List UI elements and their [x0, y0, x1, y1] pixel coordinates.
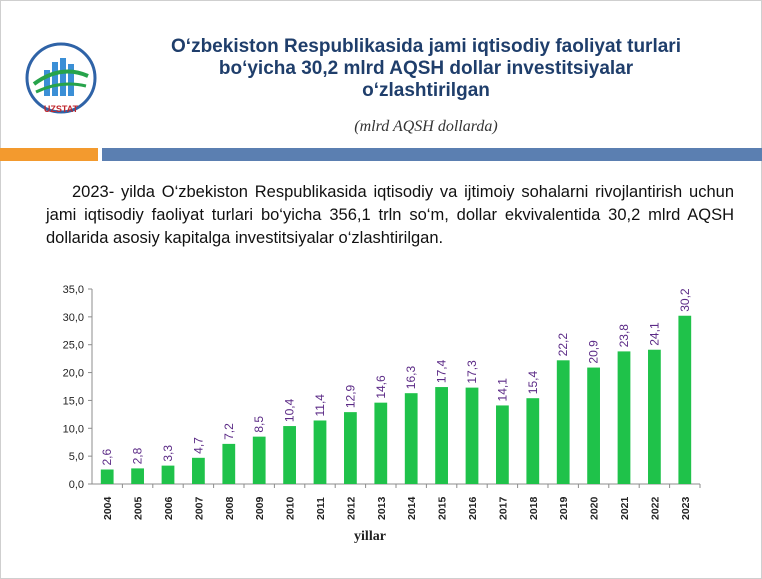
data-label-2016: 17,3 [465, 360, 479, 384]
bar-2014 [404, 393, 418, 484]
x-tick-label-2007: 2007 [193, 496, 205, 520]
bar-2005 [131, 468, 144, 484]
data-label-2023: 30,2 [678, 288, 692, 312]
bar-2004 [100, 469, 114, 484]
bar-2020 [587, 367, 600, 484]
page-title: O‘zbekiston Respublikasida jami iqtisodi… [110, 36, 742, 102]
data-label-2018: 15,4 [526, 371, 540, 395]
x-tick-label-2015: 2015 [437, 496, 449, 520]
x-tick-label-2022: 2022 [649, 496, 661, 520]
title-line-3: o‘zlashtirilgan [362, 80, 490, 101]
data-label-2013: 14,6 [374, 375, 388, 399]
bar-2009 [252, 436, 266, 484]
bar-2012 [344, 412, 357, 484]
y-tick-label: 5,0 [69, 451, 84, 463]
x-tick-label-2005: 2005 [133, 496, 145, 520]
x-axis-title: yillar [354, 529, 386, 544]
data-label-2009: 8,5 [252, 416, 266, 433]
data-label-2021: 23,8 [617, 324, 631, 348]
data-label-2017: 14,1 [495, 378, 509, 402]
y-tick-label: 35,0 [63, 284, 84, 296]
x-tick-label-2021: 2021 [619, 496, 631, 520]
data-label-2011: 11,4 [313, 394, 327, 417]
x-tick-label-2011: 2011 [315, 497, 327, 520]
x-tick-label-2016: 2016 [467, 496, 479, 520]
x-tick-label-2023: 2023 [680, 496, 692, 520]
data-label-2019: 22,2 [556, 333, 570, 357]
data-label-2015: 17,4 [435, 359, 449, 383]
x-tick-label-2017: 2017 [497, 496, 509, 520]
bar-2011 [313, 420, 327, 484]
data-label-2010: 10,4 [283, 398, 297, 422]
units-subtitle: (mlrd AQSH dollarda) [354, 118, 498, 135]
x-tick-label-2014: 2014 [406, 496, 418, 520]
x-tick-label-2004: 2004 [102, 496, 114, 520]
investment-bar-chart: 0,0 5,0 10,0 15,0 20,0 25,0 30,0 35,0 2,6 2004 2,8… [63, 284, 701, 544]
x-tick-label-2008: 2008 [224, 496, 236, 520]
bar-2008 [222, 443, 236, 484]
data-label-2007: 4,7 [191, 437, 205, 454]
x-tick-label-2013: 2013 [376, 496, 388, 520]
x-tick-label-2010: 2010 [285, 496, 297, 520]
y-tick-label: 30,0 [63, 312, 84, 324]
data-label-2006: 3,3 [161, 445, 175, 462]
data-label-2020: 20,9 [587, 340, 601, 364]
x-tick-label-2012: 2012 [345, 496, 357, 520]
y-tick-label: 10,0 [63, 423, 84, 435]
accent-bar-orange [0, 148, 98, 161]
bar-2021 [617, 351, 631, 484]
bar-2019 [556, 360, 570, 484]
y-tick-label: 0,0 [69, 479, 84, 491]
data-label-2012: 12,9 [343, 384, 357, 408]
logo-text: UZSTAT [44, 104, 79, 114]
x-tick-label-2009: 2009 [254, 496, 266, 520]
data-label-2014: 16,3 [404, 366, 418, 390]
summary-paragraph: 2023- yilda O‘zbekiston Respublikasida i… [46, 183, 734, 247]
accent-bar-blue [102, 148, 762, 161]
bar-2006 [161, 465, 175, 484]
data-label-2008: 7,2 [222, 423, 236, 440]
bar-2022 [648, 349, 661, 484]
data-label-2004: 2,6 [100, 449, 114, 466]
x-tick-label-2020: 2020 [589, 496, 601, 520]
bar-2017 [496, 405, 509, 484]
bar-2013 [374, 402, 388, 484]
data-label-2022: 24,1 [647, 322, 661, 346]
y-tick-label: 25,0 [63, 340, 84, 352]
y-tick-label: 20,0 [63, 368, 84, 380]
bar-2010 [283, 426, 296, 484]
title-line-2: bo‘yicha 30,2 mlrd AQSH dollar investits… [218, 58, 634, 79]
uzstat-logo: UZSTAT [25, 42, 97, 114]
y-tick-label: 15,0 [63, 395, 84, 407]
x-tick-label-2019: 2019 [558, 496, 570, 520]
data-label-2005: 2,8 [131, 447, 145, 464]
bar-2018 [526, 398, 540, 484]
bar-2023 [678, 315, 692, 484]
bar-2015 [435, 387, 448, 484]
title-line-1: O‘zbekiston Respublikasida jami iqtisodi… [171, 36, 681, 57]
bar-2007 [192, 457, 205, 484]
x-tick-label-2006: 2006 [163, 496, 175, 520]
x-tick-label-2018: 2018 [528, 496, 540, 520]
bar-2016 [465, 387, 479, 484]
